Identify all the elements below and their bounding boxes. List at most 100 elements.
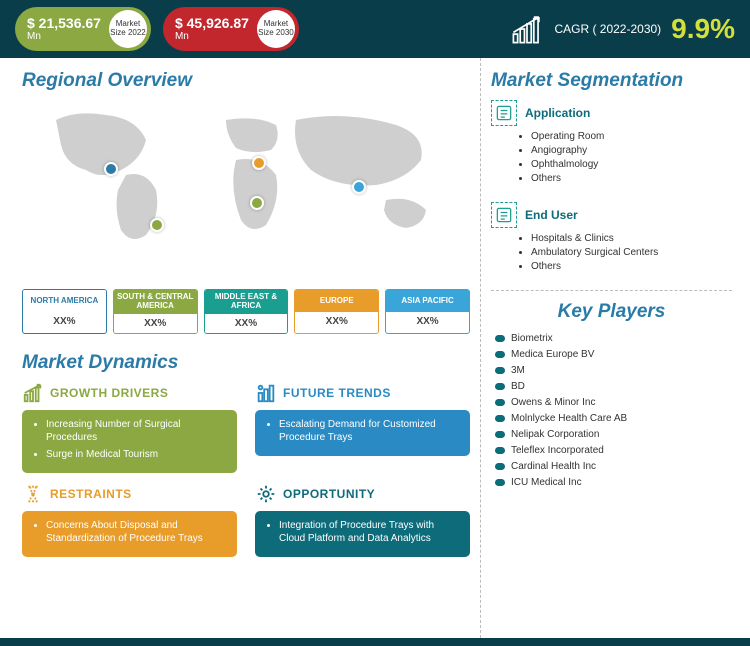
player-item: BD — [495, 381, 732, 392]
size-2022-unit: Mn — [27, 31, 101, 42]
region-boxes: NORTH AMERICAXX%SOUTH & CENTRAL AMERICAX… — [22, 289, 470, 334]
segmentation-group: End User Hospitals & Clinics Ambulatory Su… — [491, 202, 732, 272]
region-name: MIDDLE EAST & AFRICA — [205, 290, 288, 314]
growth-chart-icon — [510, 12, 544, 46]
region-box: EUROPEXX% — [294, 289, 379, 334]
dynamics-block: GROWTH DRIVERS Increasing Number of Surgi… — [22, 382, 237, 473]
players-title: Key Players — [491, 301, 732, 323]
size-2030-value: $ 45,926.87 — [175, 16, 249, 31]
segment-icon — [491, 202, 517, 228]
bullet-icon — [495, 367, 505, 374]
player-item: Medica Europe BV — [495, 349, 732, 360]
player-item: Owens & Minor Inc — [495, 397, 732, 408]
map-region-dot — [104, 162, 118, 176]
player-item: Teleflex Incorporated — [495, 445, 732, 456]
segmentation-item: Angiography — [531, 145, 732, 156]
market-size-2022-pill: $ 21,536.67 Mn Market Size 2022 — [15, 7, 151, 51]
bullet-icon — [495, 399, 505, 406]
segmentation-item: Hospitals & Clinics — [531, 233, 732, 244]
dynamics-box: Concerns About Disposal and Standardizat… — [22, 511, 237, 557]
region-value: XX% — [386, 312, 469, 331]
bullet-icon — [495, 431, 505, 438]
dynamics-block-title: OPPORTUNITY — [283, 487, 375, 501]
bullet-icon — [495, 383, 505, 390]
size-2022-label: Market Size 2022 — [109, 10, 147, 48]
segmentation-group-title: Application — [525, 106, 590, 120]
dynamics-box: Integration of Procedure Trays with Clou… — [255, 511, 470, 557]
player-name: 3M — [511, 365, 525, 376]
dynamics-item: Escalating Demand for Customized Procedu… — [279, 418, 460, 444]
player-item: Nelipak Corporation — [495, 429, 732, 440]
world-map-icon — [22, 100, 470, 260]
segmentation-group: Application Operating Room Angiography Opht… — [491, 100, 732, 184]
region-name: ASIA PACIFIC — [386, 290, 469, 312]
player-name: Nelipak Corporation — [511, 429, 599, 440]
size-2030-unit: Mn — [175, 31, 249, 42]
dynamics-item: Integration of Procedure Trays with Clou… — [279, 519, 460, 545]
cagr-value: 9.9% — [671, 13, 735, 45]
players-section: Key Players — [491, 290, 732, 323]
cagr-section: CAGR ( 2022-2030) 9.9% — [510, 12, 735, 46]
players-list: Biometrix Medica Europe BV 3M BD Owens & Min… — [491, 333, 732, 488]
region-name: NORTH AMERICA — [23, 290, 106, 312]
dynamics-block: RESTRAINTSConcerns About Disposal and St… — [22, 483, 237, 557]
region-name: EUROPE — [295, 290, 378, 312]
dynamics-box: Increasing Number of Surgical Procedures… — [22, 410, 237, 473]
player-name: ICU Medical Inc — [511, 477, 582, 488]
footer-bar — [0, 638, 750, 646]
size-2030-label: Market Size 2030 — [257, 10, 295, 48]
dynamics-icon — [255, 483, 277, 505]
region-value: XX% — [23, 312, 106, 331]
map-region-dot — [150, 218, 164, 232]
segmentation-item: Ophthalmology — [531, 159, 732, 170]
dynamics-item: Surge in Medical Tourism — [46, 448, 227, 461]
player-name: Biometrix — [511, 333, 553, 344]
bullet-icon — [495, 447, 505, 454]
dynamics-grid: GROWTH DRIVERS Increasing Number of Surgi… — [22, 382, 470, 557]
map-region-dot — [352, 180, 366, 194]
player-item: Molnlycke Health Care AB — [495, 413, 732, 424]
dynamics-item: Concerns About Disposal and Standardizat… — [46, 519, 227, 545]
dynamics-block: FUTURE TRENDS Escalating Demand for Custo… — [255, 382, 470, 473]
bullet-icon — [495, 479, 505, 486]
dynamics-box: Escalating Demand for Customized Procedu… — [255, 410, 470, 456]
segmentation-title: Market Segmentation — [491, 70, 732, 92]
dynamics-title: Market Dynamics — [22, 352, 470, 374]
dynamics-icon — [255, 382, 277, 404]
bullet-icon — [495, 463, 505, 470]
player-item: ICU Medical Inc — [495, 477, 732, 488]
dynamics-block: OPPORTUNITY Integration of Procedure Tray… — [255, 483, 470, 557]
region-name: SOUTH & CENTRAL AMERICA — [114, 290, 197, 314]
player-name: Molnlycke Health Care AB — [511, 413, 627, 424]
region-box: MIDDLE EAST & AFRICAXX% — [204, 289, 289, 334]
segmentation-item: Ambulatory Surgical Centers — [531, 247, 732, 258]
segmentation-item: Others — [531, 173, 732, 184]
cagr-label: CAGR ( 2022-2030) — [554, 22, 661, 36]
market-size-2030-pill: $ 45,926.87 Mn Market Size 2030 — [163, 7, 299, 51]
dynamics-icon — [22, 483, 44, 505]
world-map-area — [22, 100, 470, 285]
player-name: Cardinal Health Inc — [511, 461, 596, 472]
header-bar: $ 21,536.67 Mn Market Size 2022 $ 45,926… — [0, 0, 750, 58]
map-region-dot — [252, 156, 266, 170]
region-value: XX% — [295, 312, 378, 331]
dynamics-block-title: GROWTH DRIVERS — [50, 386, 168, 400]
region-box: ASIA PACIFICXX% — [385, 289, 470, 334]
map-region-dot — [250, 196, 264, 210]
region-box: SOUTH & CENTRAL AMERICAXX% — [113, 289, 198, 334]
segmentation-group-title: End User — [525, 208, 578, 222]
player-name: Owens & Minor Inc — [511, 397, 595, 408]
player-name: BD — [511, 381, 525, 392]
region-value: XX% — [205, 314, 288, 333]
dynamics-block-title: FUTURE TRENDS — [283, 386, 391, 400]
size-2022-value: $ 21,536.67 — [27, 16, 101, 31]
dynamics-item: Increasing Number of Surgical Procedures — [46, 418, 227, 444]
player-item: Cardinal Health Inc — [495, 461, 732, 472]
segmentation-item: Operating Room — [531, 131, 732, 142]
player-item: Biometrix — [495, 333, 732, 344]
bullet-icon — [495, 351, 505, 358]
player-name: Teleflex Incorporated — [511, 445, 604, 456]
bullet-icon — [495, 335, 505, 342]
dynamics-icon — [22, 382, 44, 404]
region-value: XX% — [114, 314, 197, 333]
